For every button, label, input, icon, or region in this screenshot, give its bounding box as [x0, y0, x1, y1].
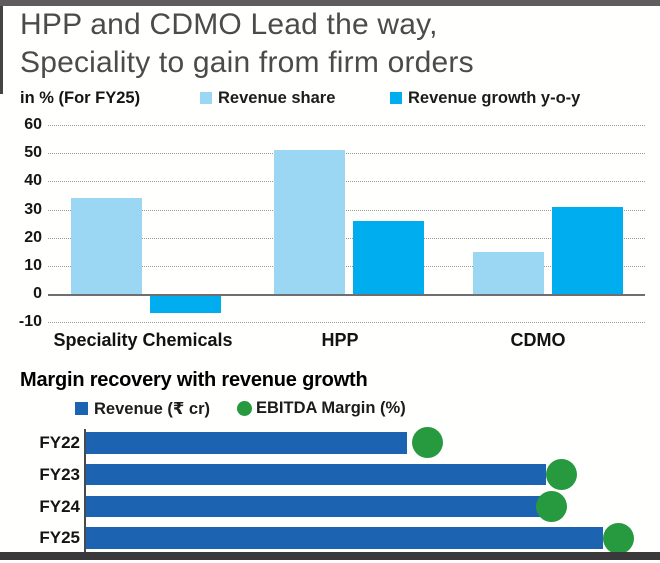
row-label-fy23: FY23: [39, 464, 80, 484]
bottom-chart-axis-line: [84, 429, 86, 552]
row-label-fy25: FY25: [39, 528, 80, 548]
revenue-bar-fy22: [86, 432, 407, 454]
legend-label-ebitda-margin: EBITDA Margin (%): [256, 399, 406, 417]
revenue-bar-fy25: [86, 527, 603, 549]
bottom-chart-title: Margin recovery with revenue growth: [20, 369, 368, 391]
y-tick-label: 40: [24, 172, 42, 190]
ebitda-margin-dot-fy25: [603, 522, 634, 554]
zero-axis-line: [48, 294, 645, 296]
y-tick-label: 50: [24, 144, 42, 162]
legend-label-revenue: Revenue (₹ cr): [94, 400, 211, 418]
page-title-line2: Speciality to gain from firm orders: [20, 46, 474, 79]
revenue-share-swatch-icon: [200, 92, 212, 104]
top-chart-legend-row: in % (For FY25) Revenue share Revenue gr…: [0, 86, 660, 112]
y-tick-label: 30: [24, 200, 42, 218]
revenue-growth-bar-hpp: [353, 220, 424, 294]
row-label-fy22: FY22: [39, 433, 80, 452]
ebitda-margin-dot-fy24: [535, 490, 567, 522]
gridline: [48, 237, 645, 239]
bottom-border: [0, 552, 660, 560]
gridline: [48, 181, 645, 183]
page-title: HPP and CDMO Lead the way, Speciality to …: [20, 6, 474, 82]
left-border: [0, 6, 3, 94]
legend-item-revenue-share: Revenue share: [200, 89, 335, 108]
y-tick-label: 0: [33, 285, 42, 302]
gridline: [48, 322, 645, 324]
y-tick-label: 10: [24, 256, 42, 274]
unit-label: in % (For FY25): [20, 89, 141, 107]
revenue-swatch-icon: [75, 402, 88, 415]
y-tick-label: 60: [24, 116, 42, 134]
legend-label-revenue-share: Revenue share: [218, 89, 336, 107]
y-tick-label: -10: [18, 313, 42, 331]
revenue-growth-bar-speciality-chemicals: [150, 296, 221, 313]
legend-label-revenue-growth: Revenue growth y-o-y: [408, 89, 581, 107]
bottom-chart-legend-row: Revenue (₹ cr) EBITDA Margin (%): [0, 397, 660, 421]
x-label-hpp: HPP: [321, 330, 359, 350]
ebitda-margin-dot-fy23: [546, 459, 578, 491]
legend-item-revenue: Revenue (₹ cr): [75, 399, 210, 419]
x-label-speciality-chemicals: Speciality Chemicals: [53, 330, 233, 350]
ebitda-margin-circle-icon: [237, 401, 252, 416]
x-label-cdmo: CDMO: [510, 330, 566, 350]
ebitda-margin-dot-fy22: [411, 427, 443, 459]
revenue-share-bar-hpp: [274, 150, 345, 294]
revenue-bar-fy23: [86, 463, 547, 486]
gridline: [48, 265, 645, 267]
row-label-fy24: FY24: [39, 496, 80, 516]
legend-item-revenue-growth: Revenue growth y-o-y: [390, 89, 580, 108]
y-tick-label: 20: [24, 228, 42, 246]
gridline: [48, 125, 645, 127]
revenue-growth-swatch-icon: [390, 92, 402, 104]
gridline: [48, 209, 645, 211]
revenue-bar-fy24: [86, 495, 541, 518]
page-title-line1: HPP and CDMO Lead the way,: [20, 8, 438, 41]
revenue-share-bar-cdmo: [473, 251, 544, 294]
legend-item-ebitda-margin: EBITDA Margin (%): [237, 399, 406, 418]
gridline: [48, 153, 645, 155]
revenue-growth-bar-cdmo: [552, 206, 623, 294]
revenue-share-bar-speciality-chemicals: [71, 198, 142, 294]
top-border: [0, 0, 660, 6]
